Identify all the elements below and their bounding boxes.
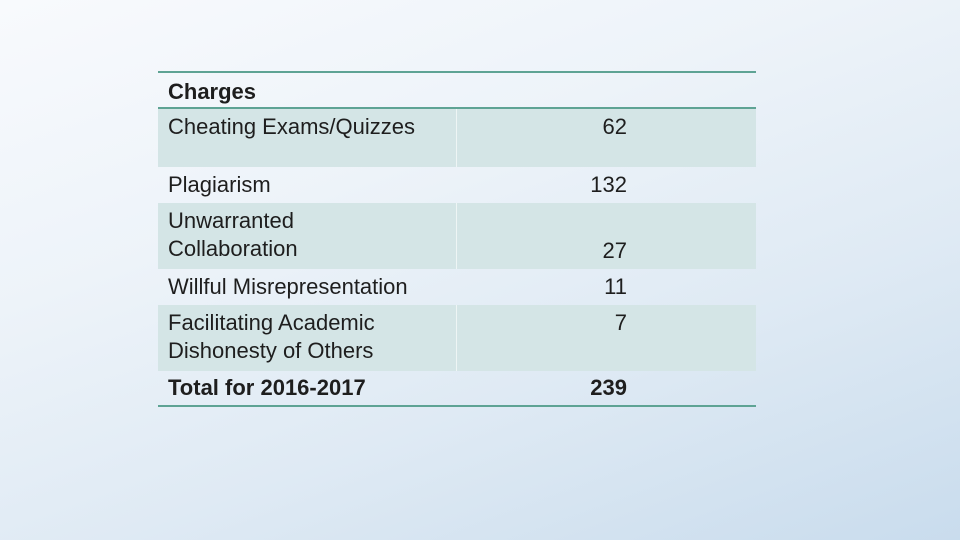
row-value: 27 bbox=[602, 238, 627, 263]
table-row: Plagiarism 132 bbox=[158, 167, 756, 203]
row-label: Plagiarism bbox=[168, 172, 271, 197]
row-value: 132 bbox=[590, 172, 627, 197]
row-label: Unwarranted Collaboration bbox=[158, 203, 457, 269]
total-label: Total for 2016-2017 bbox=[168, 375, 366, 400]
row-value: 62 bbox=[602, 114, 627, 139]
table-row: Willful Misrepresentation 11 bbox=[158, 269, 756, 305]
charges-table: Charges Cheating Exams/Quizzes 62 Plagia… bbox=[158, 71, 756, 407]
table-header-row: Charges bbox=[158, 73, 756, 109]
row-label: Cheating Exams/Quizzes bbox=[158, 109, 457, 167]
table-total-row: Total for 2016-2017 239 bbox=[158, 371, 756, 405]
row-value: 7 bbox=[614, 310, 627, 335]
table-row: Cheating Exams/Quizzes 62 bbox=[158, 109, 756, 167]
table-row: Facilitating Academic Dishonesty of Othe… bbox=[158, 305, 756, 371]
header-label: Charges bbox=[168, 79, 257, 104]
row-value: 11 bbox=[604, 274, 627, 299]
table-row: Unwarranted Collaboration 27 bbox=[158, 203, 756, 269]
row-label: Willful Misrepresentation bbox=[168, 274, 408, 299]
total-value: 239 bbox=[590, 375, 627, 400]
row-label: Facilitating Academic Dishonesty of Othe… bbox=[158, 305, 457, 371]
